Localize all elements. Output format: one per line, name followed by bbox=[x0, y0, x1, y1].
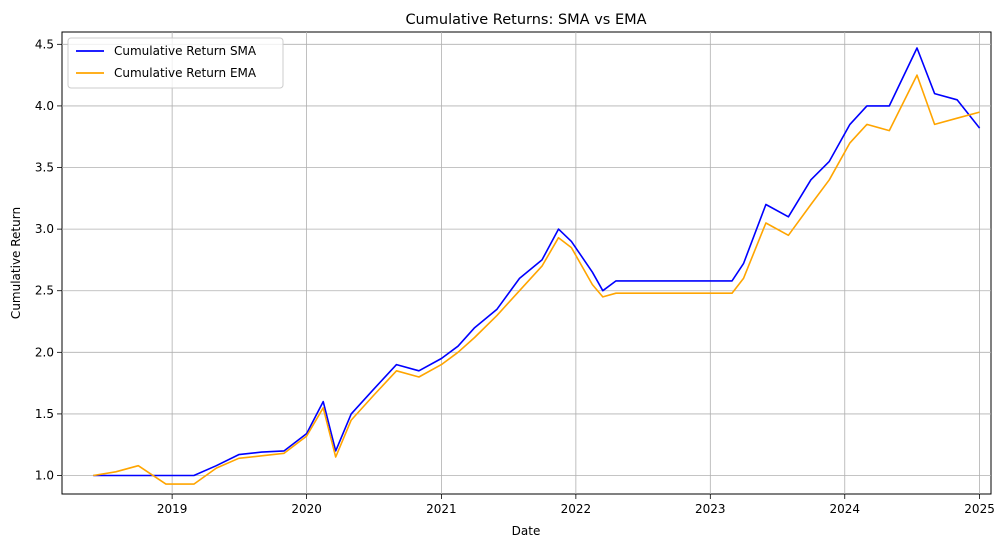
y-tick-label: 1.0 bbox=[35, 469, 54, 483]
legend: Cumulative Return SMA Cumulative Return … bbox=[67, 37, 284, 89]
series-layer bbox=[93, 47, 981, 485]
y-tick-label: 2.0 bbox=[35, 345, 54, 359]
x-tick-label: 2020 bbox=[291, 502, 322, 516]
y-tick-label: 4.0 bbox=[35, 99, 54, 113]
x-axis-title: Date bbox=[512, 524, 541, 538]
chart-title: Cumulative Returns: SMA vs EMA bbox=[405, 12, 646, 28]
x-tick-label: 2025 bbox=[964, 502, 995, 516]
series-line-sma bbox=[93, 47, 981, 477]
x-tick-label: 2021 bbox=[426, 502, 457, 516]
tick-layer: 2019 2020 2021 2022 2023 2024 2025 1.0 1.5 2.0 2.5… bbox=[35, 37, 995, 516]
x-tick-label: 2024 bbox=[829, 502, 860, 516]
y-axis-title: Cumulative Return bbox=[9, 207, 23, 319]
x-tick-label: 2023 bbox=[695, 502, 726, 516]
series-line-ema bbox=[93, 74, 980, 485]
y-tick-label: 2.5 bbox=[35, 284, 54, 298]
legend-label-sma: Cumulative Return SMA bbox=[114, 44, 257, 58]
x-tick-label: 2019 bbox=[157, 502, 188, 516]
y-tick-label: 3.5 bbox=[35, 161, 54, 175]
legend-box bbox=[67, 37, 284, 89]
legend-label-ema: Cumulative Return EMA bbox=[114, 66, 257, 80]
grid-layer bbox=[62, 32, 991, 494]
plot-area-frame bbox=[61, 31, 992, 495]
x-tick-label: 2022 bbox=[561, 502, 592, 516]
y-tick-label: 4.5 bbox=[35, 37, 54, 51]
y-tick-label: 3.0 bbox=[35, 222, 54, 236]
y-tick-label: 1.5 bbox=[35, 407, 54, 421]
